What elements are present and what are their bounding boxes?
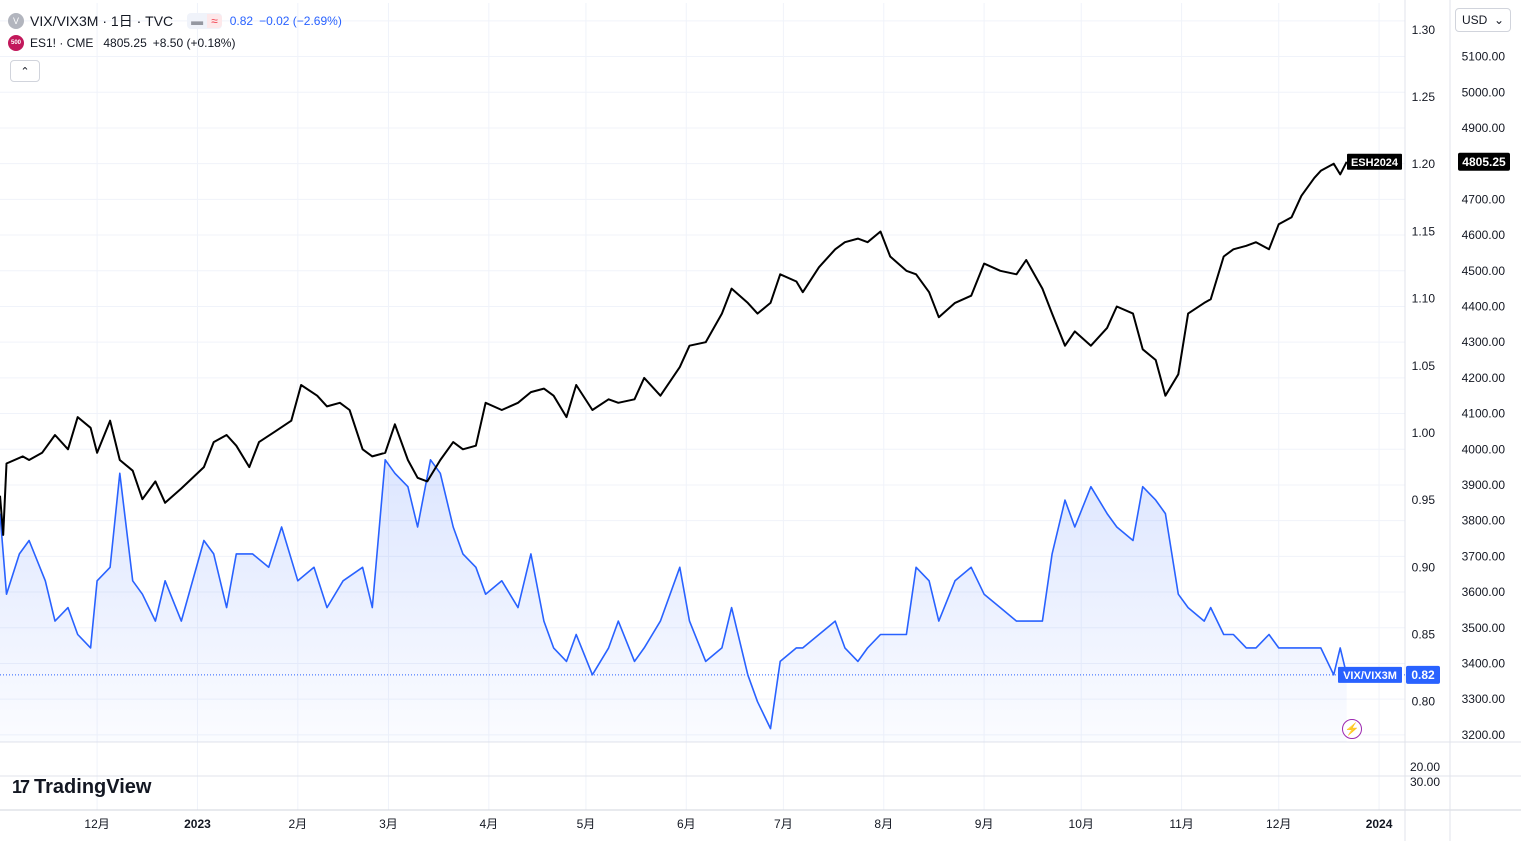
tradingview-logo[interactable]: 17 TradingView [12,776,151,799]
right-scale-tick: 3500.00 [1462,621,1506,635]
left-scale-tick: 0.80 [1412,695,1436,709]
tradingview-logo-text: TradingView [34,776,152,798]
right-scale-tick: 4300.00 [1462,335,1506,349]
series-label-bg-vix [1338,666,1402,683]
legend-value-es: 4805.25 [103,36,147,50]
right-scale-tick: 3400.00 [1462,656,1506,670]
left-scale-tick: 0.90 [1412,560,1436,574]
left-scale-tick: 0.95 [1412,493,1436,507]
series-area-vix-vix3m [0,459,1347,742]
right-scale-tick: 4600.00 [1462,228,1506,242]
right-scale-tick: 5000.00 [1462,85,1506,99]
currency-button[interactable]: USD ⌄ [1455,8,1511,32]
x-axis-tick: 2月 [288,817,307,831]
legend-symbol-es[interactable]: ES1! · CME [30,36,94,50]
left-scale-tick: 1.15 [1412,224,1436,238]
lightning-icon[interactable]: ⚡ [1342,719,1362,739]
right-scale-tick: 4900.00 [1462,121,1506,135]
x-axis-tick: 3月 [379,817,398,831]
series-line-esh2024[interactable] [0,161,1348,536]
price-label-vix-vix3m: 0.82 [1411,668,1435,682]
minus-icon[interactable]: ▬ [191,14,204,28]
legend-symbol-vix[interactable]: VIX/VIX3M · 1日 · TVC [30,13,174,29]
x-axis-tick: 10月 [1069,817,1094,831]
symbol-logo-icon: V [8,13,24,29]
x-axis-tick: 9月 [975,817,994,831]
left-scale-tick: 1.25 [1412,90,1436,104]
x-axis-tick: 2023 [184,817,211,831]
series-label-vix-vix3m: VIX/VIX3M [1343,670,1397,682]
chevron-down-icon: ⌄ [1493,13,1504,27]
price-label-bg-es [1458,152,1510,171]
left-scale-tick: 1.10 [1412,292,1436,306]
price-label-bg-vix [1406,665,1440,684]
legend-mode-pill[interactable]: ▬ ≈ [187,13,222,29]
chart-legend: V VIX/VIX3M · 1日 · TVC ▬ ≈ 0.82 −0.02 (−… [8,10,342,54]
sub-pane-tick: 20.00 [1410,760,1440,774]
chevron-up-icon: ⌃ [20,65,30,78]
x-axis-tick: 7月 [774,817,793,831]
right-scale-tick: 3700.00 [1462,549,1506,563]
series-label-bg-es [1347,153,1402,170]
compare-icon[interactable]: ≈ [207,14,222,28]
right-scale-tick: 4500.00 [1462,264,1506,278]
x-axis-tick: 2024 [1366,817,1393,831]
right-scale-tick: 3600.00 [1462,585,1506,599]
right-scale-tick: 4700.00 [1462,192,1506,206]
series-line-vix-vix3m[interactable] [0,458,1348,730]
currency-label: USD [1462,13,1488,27]
right-scale-tick: 3200.00 [1462,728,1506,742]
x-axis-tick: 5月 [577,817,596,831]
left-scale-tick: 0.85 [1412,628,1436,642]
legend-collapse-button[interactable]: ⌃ [10,60,40,82]
legend-row-es[interactable]: 500 ES1! · CME 4805.25 +8.50 (+0.18%) [8,32,342,54]
x-axis-tick: 8月 [874,817,893,831]
x-axis-tick: 4月 [479,817,498,831]
legend-change-es: +8.50 (+0.18%) [152,36,236,50]
left-scale-tick: 1.05 [1412,359,1436,373]
right-scale-tick: 4200.00 [1462,371,1506,385]
right-scale-tick: 4100.00 [1462,407,1506,421]
right-scale-tick: 3300.00 [1462,692,1506,706]
right-scale-tick: 5100.00 [1462,50,1506,64]
x-axis-tick: 11月 [1169,817,1193,831]
x-axis-tick: 12月 [84,817,109,831]
price-label-es: 4805.25 [1462,155,1506,169]
series-label-esh2024: ESH2024 [1351,157,1399,169]
left-scale-tick: 1.20 [1412,157,1436,171]
legend-row-vix[interactable]: V VIX/VIX3M · 1日 · TVC ▬ ≈ 0.82 −0.02 (−… [8,10,342,32]
left-scale-tick: 1.00 [1412,426,1436,440]
x-axis-tick: 6月 [677,817,696,831]
legend-value-vix: 0.82 [229,14,254,28]
es-logo-icon: 500 [8,35,24,51]
left-scale-tick: 1.30 [1412,23,1436,37]
right-scale-tick: 4400.00 [1462,299,1506,313]
x-axis-tick: 12月 [1266,817,1291,831]
tradingview-logo-icon: 17 [12,777,30,797]
sub-pane-tick: 30.00 [1410,775,1440,789]
right-scale-tick: 3900.00 [1462,478,1506,492]
right-scale-tick: 4000.00 [1462,442,1506,456]
legend-change-vix: −0.02 (−2.69%) [259,14,342,28]
right-scale-tick: 3800.00 [1462,514,1506,528]
